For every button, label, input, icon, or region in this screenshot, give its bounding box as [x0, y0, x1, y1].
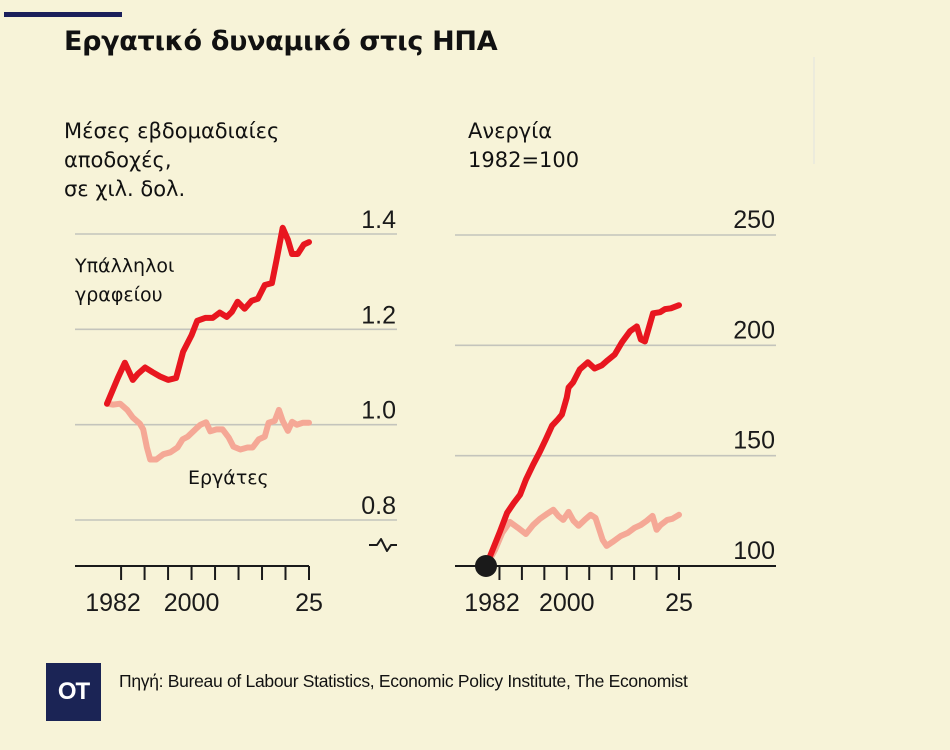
y-tick-label: 1.4	[361, 206, 396, 234]
divider	[813, 57, 815, 164]
accent-bar	[4, 12, 122, 17]
series-label-office-workers: γραφείου	[75, 284, 163, 306]
series-line-office-workers	[104, 224, 312, 407]
y-tick-label: 150	[733, 427, 775, 455]
series-label-office-workers: Υπάλληλοι	[74, 255, 174, 277]
series-line-labourers	[104, 400, 312, 463]
ot-logo: OT	[46, 663, 101, 721]
y-tick-label: 1.2	[361, 301, 396, 329]
left-chart-title: Μέσες εβδομαδιαίες αποδοχές, σε χιλ. δολ…	[64, 117, 279, 204]
base-year-marker	[475, 555, 497, 577]
y-tick-label: 1.0	[361, 397, 396, 425]
y-tick-label: 250	[733, 206, 775, 234]
axis-break-icon	[369, 538, 397, 552]
series-label-labourers: Εργάτες	[188, 467, 269, 489]
x-tick-label: 25	[665, 589, 693, 617]
x-tick-label: 2000	[164, 589, 220, 617]
x-tick-label: 25	[295, 589, 323, 617]
y-tick-label: 0.8	[361, 492, 396, 520]
right-chart-title-line: Ανεργία	[468, 119, 553, 143]
right-chart-title-line: 1982=100	[468, 148, 580, 172]
right-chart-unemployment: 250 200 150 100 1982 2000 25	[455, 206, 776, 617]
right-chart-title: Ανεργία 1982=100	[468, 117, 579, 175]
x-tick-label: 1982	[85, 589, 141, 617]
x-tick-label: 1982	[464, 589, 520, 617]
left-chart-title-line: αποδοχές,	[64, 148, 172, 172]
series-line-office-workers	[483, 302, 682, 569]
x-tick-label: 2000	[539, 589, 595, 617]
y-tick-label: 200	[733, 316, 775, 344]
series-line-labourers	[483, 506, 682, 569]
left-chart-earnings: 1.4 1.2 1.0 0.8 1982 2000 25 Υπάλληλοι γραφείου Ε…	[74, 206, 397, 617]
left-chart-title-line: Μέσες εβδομαδιαίες	[64, 119, 280, 143]
left-chart-title-line: σε χιλ. δολ.	[64, 177, 186, 201]
y-tick-label: 100	[733, 537, 775, 565]
page-title: Εργατικό δυναμικό στις ΗΠΑ	[64, 26, 498, 57]
source-note: Πηγή: Bureau of Labour Statistics, Econo…	[119, 671, 688, 691]
